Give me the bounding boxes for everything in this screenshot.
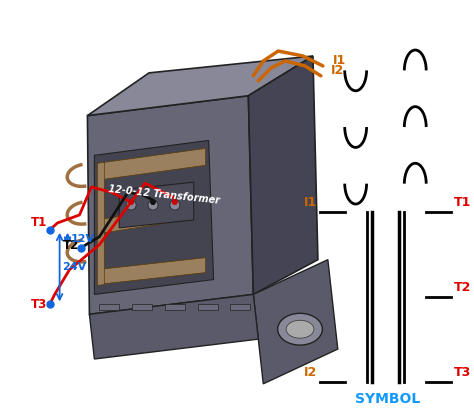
- Text: I2: I2: [304, 366, 317, 379]
- Text: 24V: 24V: [63, 262, 87, 272]
- Polygon shape: [97, 258, 206, 285]
- Polygon shape: [198, 304, 218, 310]
- Polygon shape: [165, 304, 185, 310]
- Polygon shape: [253, 260, 338, 384]
- Polygon shape: [248, 56, 318, 294]
- Polygon shape: [100, 304, 119, 310]
- Polygon shape: [94, 140, 214, 294]
- Text: T1: T1: [30, 216, 47, 229]
- Polygon shape: [132, 304, 152, 310]
- Circle shape: [150, 199, 156, 205]
- Polygon shape: [97, 149, 206, 180]
- Text: T3: T3: [454, 366, 471, 379]
- Text: T3: T3: [30, 298, 47, 311]
- Ellipse shape: [286, 320, 314, 338]
- Circle shape: [128, 199, 134, 205]
- Circle shape: [172, 199, 178, 205]
- Text: T2: T2: [63, 239, 80, 252]
- Text: 12-0-12 Transformer: 12-0-12 Transformer: [108, 184, 220, 206]
- Text: SYMBOL: SYMBOL: [355, 392, 420, 406]
- Circle shape: [148, 200, 158, 210]
- Text: T2: T2: [454, 281, 471, 294]
- Polygon shape: [97, 162, 104, 286]
- Polygon shape: [119, 182, 194, 228]
- Polygon shape: [97, 208, 174, 234]
- Polygon shape: [87, 56, 313, 116]
- Polygon shape: [230, 304, 250, 310]
- Polygon shape: [87, 96, 253, 314]
- Text: 12V: 12V: [71, 234, 95, 244]
- Polygon shape: [90, 294, 258, 359]
- Circle shape: [170, 200, 180, 210]
- Text: I2: I2: [331, 64, 344, 77]
- Text: T1: T1: [454, 196, 471, 209]
- Text: I1: I1: [333, 54, 346, 67]
- Text: I1: I1: [304, 196, 317, 209]
- Circle shape: [126, 200, 136, 210]
- Ellipse shape: [278, 313, 322, 345]
